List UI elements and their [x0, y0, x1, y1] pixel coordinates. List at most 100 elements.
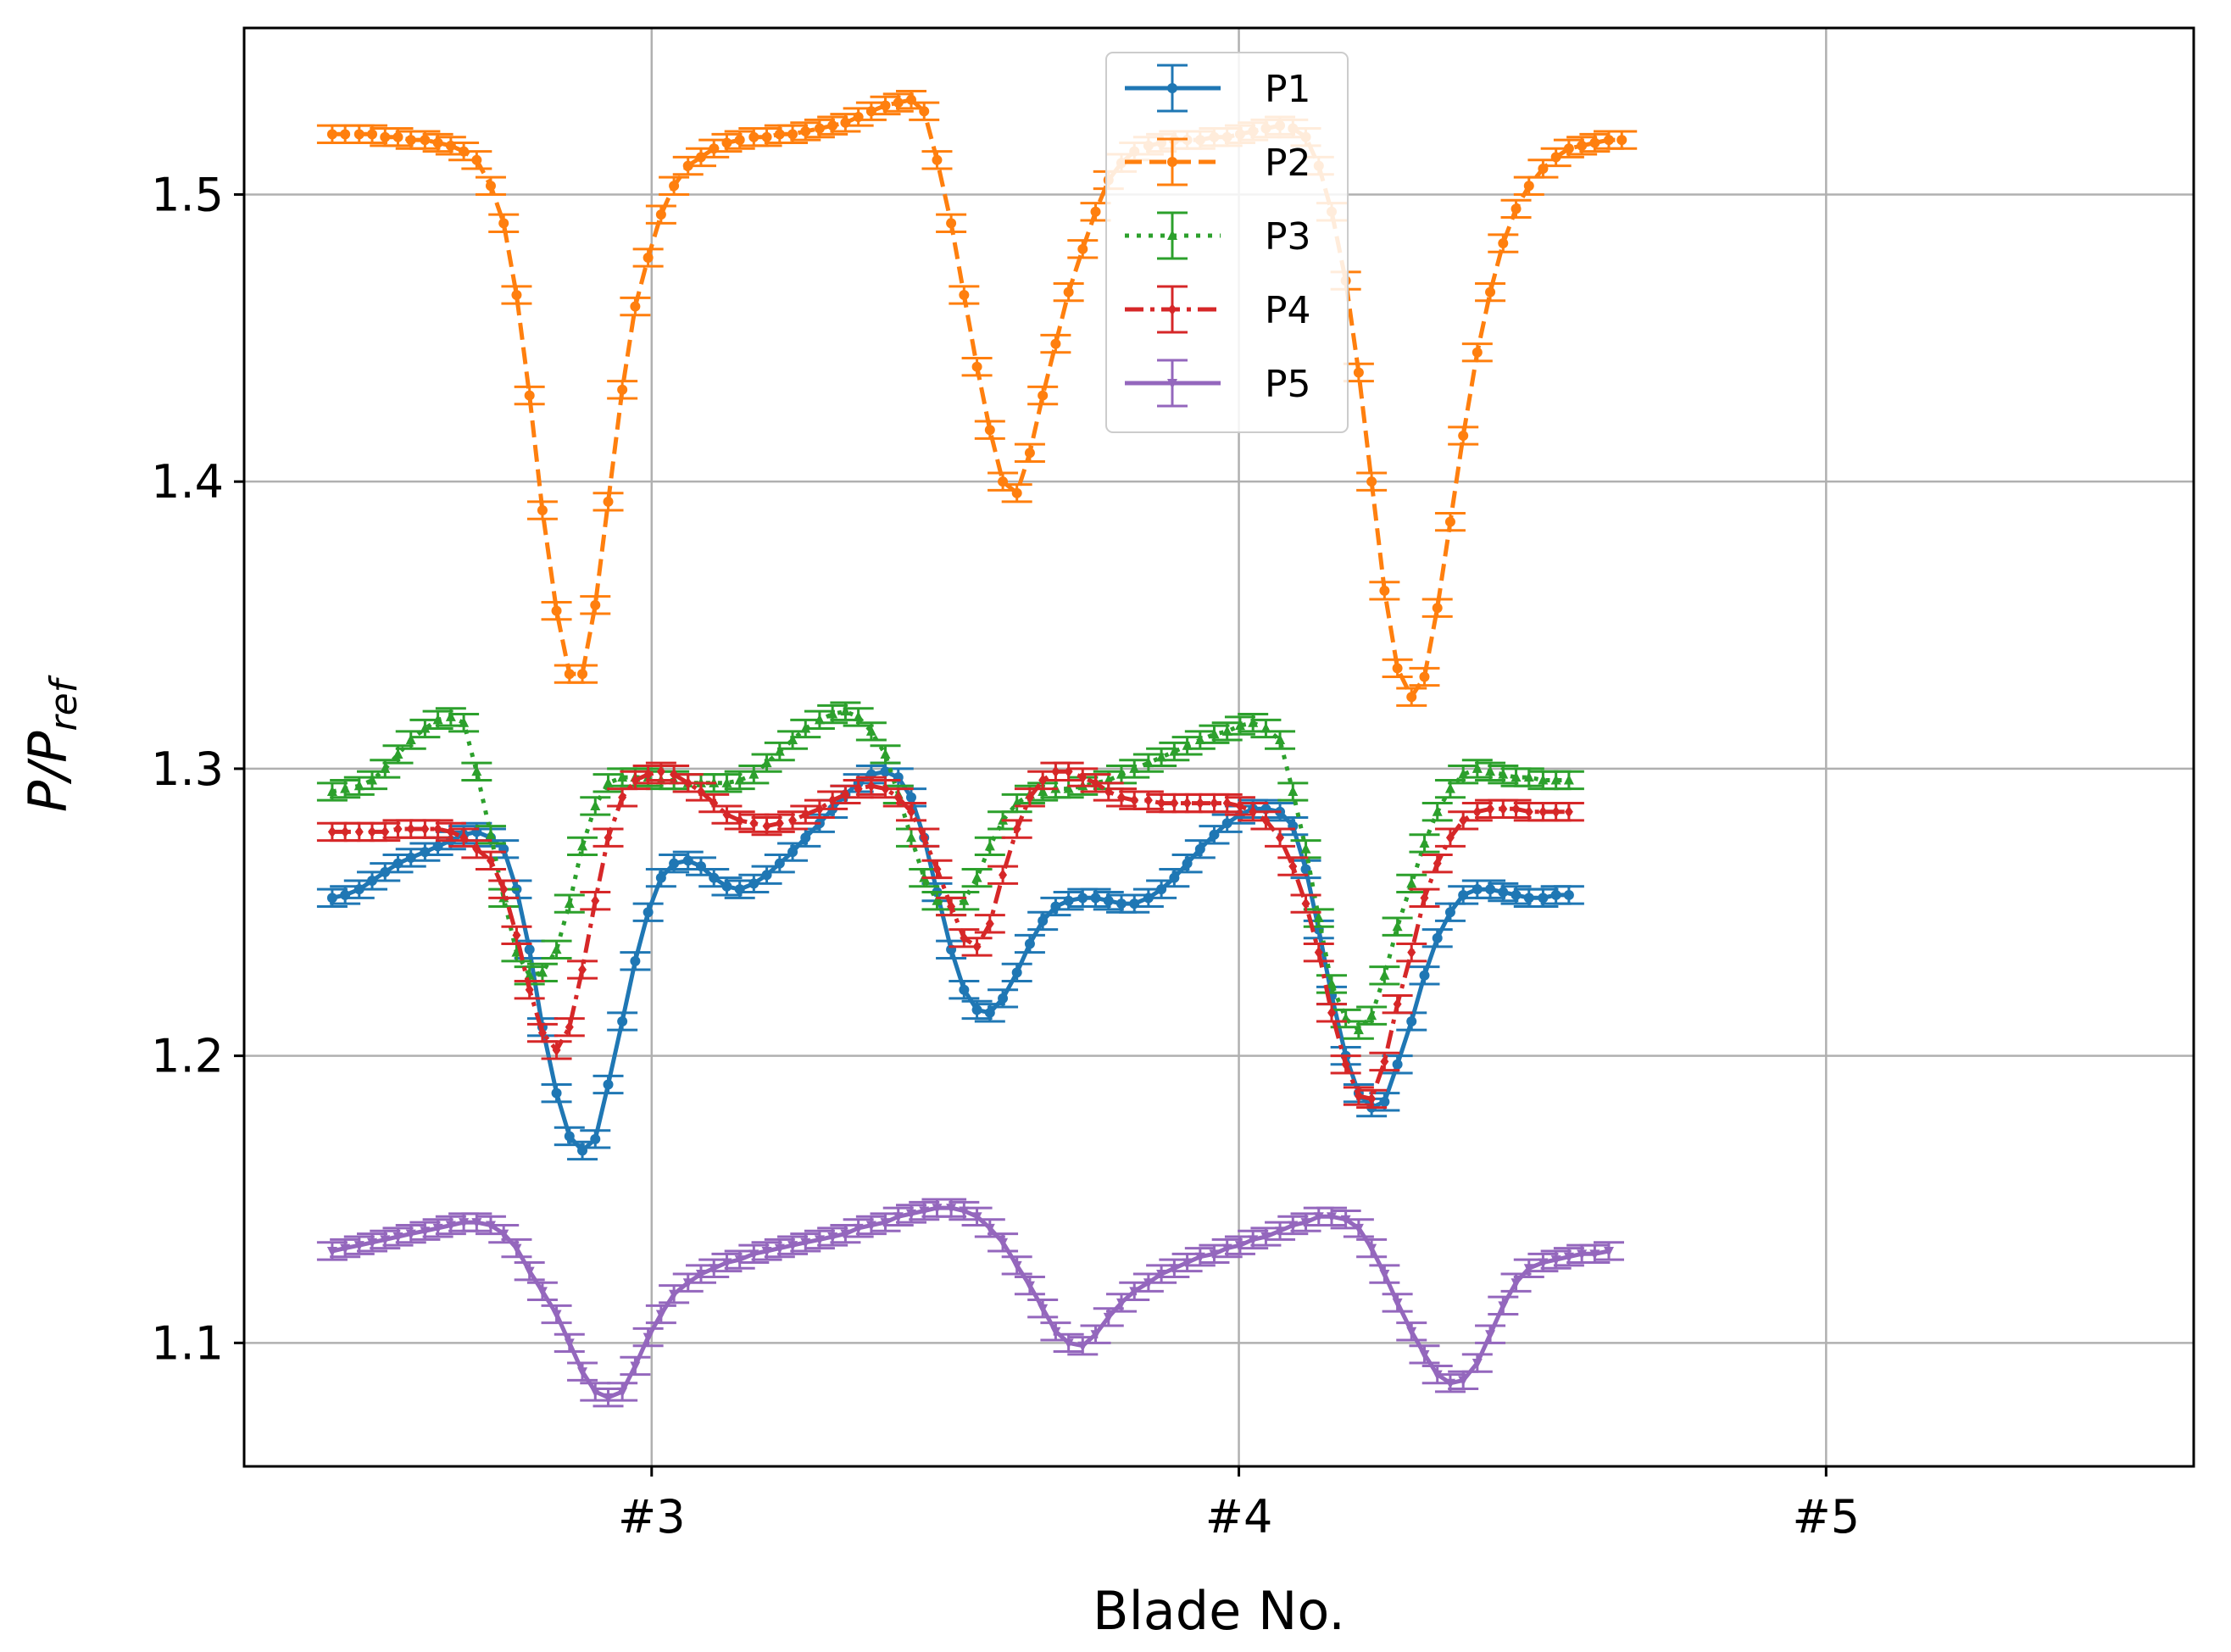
p4-point-83	[1420, 892, 1429, 904]
p4-point-41	[866, 780, 876, 793]
p3-point-72	[1275, 734, 1286, 745]
p1-point-36	[800, 832, 811, 843]
p5-point-19	[577, 1367, 588, 1378]
p5-point-73	[1288, 1221, 1299, 1232]
p4-point-76	[1327, 1006, 1337, 1019]
p4-point-80	[1380, 1055, 1389, 1068]
p5-point-28	[695, 1270, 706, 1281]
p3-point-4	[380, 762, 391, 773]
p3-point-11	[471, 765, 482, 776]
p1-point-85	[1444, 907, 1455, 918]
p3-point-76	[1327, 977, 1338, 988]
p4-point-75	[1314, 946, 1323, 959]
p2-point-78	[1353, 367, 1364, 378]
p3-point-79	[1366, 1010, 1377, 1021]
p3-point-85	[1444, 782, 1455, 793]
p5-point-42	[880, 1218, 891, 1229]
p5-point-44	[905, 1209, 916, 1220]
p1-point-54	[1038, 915, 1049, 926]
p5-point-22	[617, 1387, 628, 1398]
p5-point-18	[564, 1338, 575, 1349]
p1-point-26	[669, 858, 680, 869]
p1-point-89	[1498, 887, 1509, 898]
p4-point-60	[1117, 791, 1126, 804]
p4-point-85	[1445, 832, 1455, 844]
p3-point-87	[1472, 762, 1483, 773]
p3-point-42	[880, 748, 891, 759]
p2-point-1	[340, 129, 351, 140]
p2-point-18	[564, 669, 575, 680]
p3-point-35	[787, 734, 798, 745]
p3-point-88	[1485, 765, 1496, 776]
p3-point-6	[405, 734, 416, 745]
p3-point-10	[459, 716, 470, 727]
p2-point-12	[485, 181, 496, 192]
p5-point-93	[1550, 1255, 1561, 1266]
p5-point-51	[998, 1238, 1009, 1249]
p4-point-94	[1564, 805, 1573, 818]
p4-point-5	[393, 823, 403, 836]
p3-point-33	[761, 757, 772, 768]
p2-point-88	[1485, 286, 1496, 298]
p3-point-92	[1538, 774, 1549, 785]
y-tick-label-4: 1.5	[151, 168, 224, 221]
p4-point-55	[1051, 765, 1060, 778]
p2-point-96	[1589, 137, 1600, 148]
p5-point-71	[1260, 1232, 1271, 1243]
p2-point-21	[603, 496, 614, 507]
p4-point-19	[578, 964, 587, 976]
p2-point-24	[643, 252, 654, 263]
p3-point-39	[840, 705, 851, 716]
p5-point-15	[524, 1266, 535, 1277]
p3-point-49	[971, 871, 982, 882]
p3-point-90	[1511, 771, 1522, 782]
p3-point-48	[959, 894, 970, 905]
p5-point-66	[1194, 1252, 1205, 1263]
p5-point-47	[946, 1204, 957, 1215]
p4-point-65	[1182, 797, 1192, 809]
p1-point-23	[630, 955, 641, 966]
p5-point-21	[603, 1393, 614, 1404]
p3-point-41	[865, 725, 876, 736]
p4-point-45	[920, 832, 929, 844]
p2-point-49	[971, 361, 982, 372]
p5-point-16	[537, 1287, 548, 1298]
series-p4	[316, 761, 1584, 1110]
p3-point-54	[1038, 786, 1049, 797]
p3-point-32	[748, 768, 759, 779]
p5-point-9	[445, 1221, 456, 1232]
p2-point-36	[800, 125, 811, 136]
p1-point-20	[590, 1133, 601, 1144]
p3-point-70	[1248, 716, 1259, 727]
p4-point-71	[1261, 814, 1271, 826]
p5-point-90	[1511, 1278, 1522, 1289]
p4-point-40	[854, 782, 863, 795]
p5-point-35	[787, 1241, 798, 1252]
p2-point-22	[617, 384, 628, 395]
p1-point-59	[1103, 895, 1114, 906]
p2-point-11	[471, 154, 482, 165]
p1-point-83	[1419, 970, 1430, 981]
p2-point-0	[326, 129, 337, 140]
p3-point-94	[1563, 774, 1574, 785]
legend-p1-label: P1	[1265, 68, 1311, 111]
p5-point-87	[1472, 1359, 1483, 1370]
p5-point-46	[932, 1204, 943, 1215]
p2-point-37	[814, 123, 825, 134]
legend-p2-label: P2	[1265, 142, 1311, 185]
p2-point-7	[420, 135, 431, 146]
p2-point-14	[511, 290, 522, 301]
p5-point-81	[1392, 1298, 1403, 1309]
p4-point-31	[735, 814, 744, 826]
p3-point-0	[326, 786, 337, 797]
p5-point-95	[1577, 1249, 1588, 1260]
p1-point-48	[959, 984, 970, 995]
p4-point-34	[775, 817, 784, 830]
p5-point-72	[1275, 1226, 1286, 1238]
p4-point-33	[762, 820, 771, 832]
p4-point-77	[1341, 1058, 1350, 1071]
p5-point-5	[392, 1232, 403, 1243]
p5-point-37	[814, 1235, 825, 1246]
p5-point-36	[800, 1238, 811, 1249]
p2-point-85	[1444, 516, 1455, 527]
